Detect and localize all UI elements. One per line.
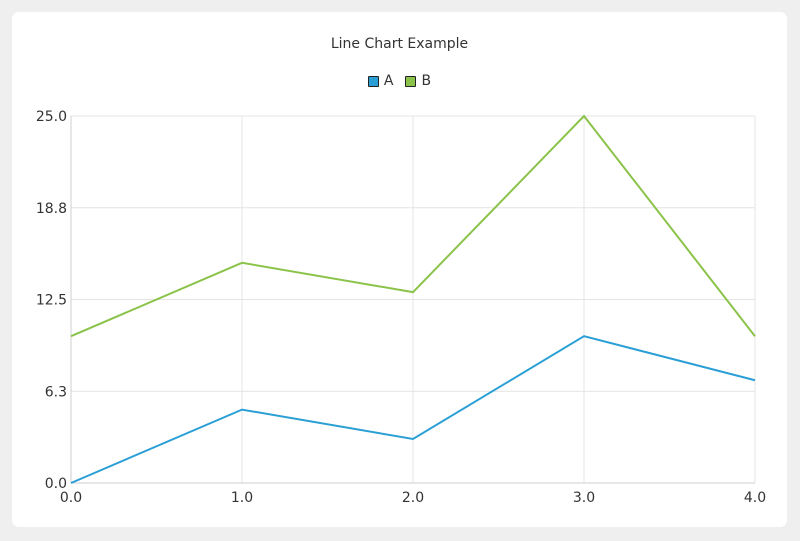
legend-label-b: B xyxy=(421,73,432,89)
series-line-b[interactable] xyxy=(70,114,756,338)
chart-title: Line Chart Example xyxy=(330,36,469,52)
y-tick-label: 12.5 xyxy=(36,293,67,309)
grid xyxy=(70,115,756,484)
x-tick-label: 0.0 xyxy=(60,490,82,506)
legend-swatch-b xyxy=(405,75,417,87)
x-tick-label: 3.0 xyxy=(573,490,595,506)
y-tick-label: 0.0 xyxy=(45,476,67,492)
legend: A B xyxy=(12,73,787,89)
series xyxy=(70,114,756,484)
legend-label-a: A xyxy=(383,73,394,89)
line-chart: 0.0 1.0 2.0 3.0 4.0 0.0 6.3 12.5 18.8 25.0 xyxy=(36,109,766,506)
legend-item-a[interactable]: A xyxy=(367,73,394,89)
x-tick-label: 4.0 xyxy=(744,490,766,506)
x-tick-label: 1.0 xyxy=(231,490,253,506)
legend-item-b[interactable]: B xyxy=(405,73,431,89)
chart-card: Line Chart Example A B 0.0 1.0 2.0 3.0 4.0 0.… xyxy=(12,12,787,527)
axes xyxy=(70,116,755,484)
x-tick-label: 2.0 xyxy=(402,490,424,506)
legend-swatch-a xyxy=(367,75,379,87)
series-line-a[interactable] xyxy=(70,335,756,484)
y-tick-label: 6.3 xyxy=(45,384,67,400)
tick-labels: 0.0 1.0 2.0 3.0 4.0 0.0 6.3 12.5 18.8 25.0 xyxy=(36,109,766,506)
y-tick-label: 25.0 xyxy=(36,109,67,125)
y-tick-label: 18.8 xyxy=(36,201,67,217)
